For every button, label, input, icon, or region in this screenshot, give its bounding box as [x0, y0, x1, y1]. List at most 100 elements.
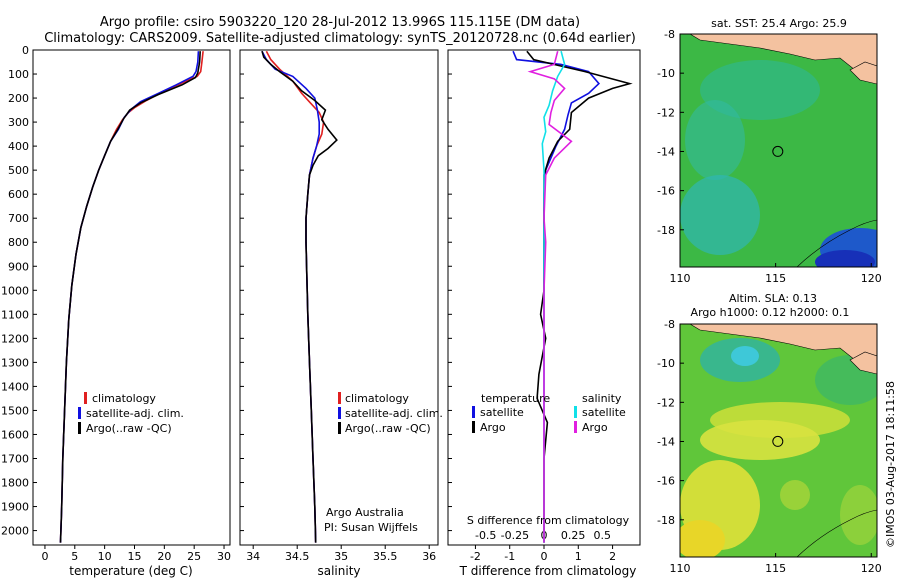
salinity-x-tick-label: 36 [422, 550, 436, 563]
argo-float-marker [772, 435, 784, 447]
sla-map-field [680, 324, 877, 557]
legend-label-temp-satellite: satellite [480, 406, 524, 419]
depth-tick-label: 200 [8, 92, 29, 105]
depth-tick-label: 1800 [1, 477, 29, 490]
temperature-plot-frame [32, 49, 231, 546]
map-x-tick-label: 115 [765, 562, 786, 575]
sst-map-field [680, 34, 877, 267]
map-y-tick-label: -18 [657, 514, 675, 527]
sla-map-frame [679, 323, 878, 558]
temperature-x-tick-label: 5 [71, 550, 78, 563]
legend-label-temp-argo: Argo [480, 421, 506, 434]
map-y-tick-label: -18 [657, 224, 675, 237]
temperature-x-tick-label: 25 [187, 550, 201, 563]
depth-tick-label: 1000 [1, 284, 29, 297]
difference-top-tick-label: 0.25 [561, 529, 586, 542]
legend-swatch-sal-satellite [574, 406, 577, 418]
depth-tick-label: 2000 [1, 525, 29, 538]
map-x-tick-label: 110 [670, 272, 691, 285]
salinity-series [261, 50, 338, 543]
difference-x-tick-label: 0 [541, 550, 548, 563]
legend-swatch-satellite [338, 407, 341, 419]
depth-tick-label: 900 [8, 260, 29, 273]
depth-tick-label: 1100 [1, 308, 29, 321]
salinity-x-tick-label: 35 [334, 550, 348, 563]
sla-map-subtitle: Argo h1000: 0.12 h2000: 0.1 [691, 306, 850, 319]
temperature-x-tick-label: 30 [217, 550, 231, 563]
temperature-legend: climatology satellite-adj. clim. Argo(..… [78, 392, 184, 435]
temperature-series [59, 51, 204, 543]
map-y-tick-label: -12 [657, 396, 675, 409]
sla-map-panel: Altim. SLA: 0.13 Argo h1000: 0.12 h2000:… [657, 292, 882, 575]
map-x-tick-label: 110 [670, 562, 691, 575]
difference-x-tick-label: -1 [504, 550, 515, 563]
legend-label-sal-argo: Argo [582, 421, 608, 434]
legend-label-argo: Argo(..raw -QC) [345, 422, 431, 435]
difference-x-tick-label: 1 [575, 550, 582, 563]
depth-tick-label: 0 [22, 44, 29, 57]
legend-label-satellite: satellite-adj. clim. [345, 407, 443, 420]
map-y-tick-label: -16 [657, 475, 675, 488]
imos-timestamp: ©IMOS 03-Aug-2017 18:11:58 [884, 381, 897, 548]
difference-x-axis: -2 -1 0 1 2-0.5 -0.25 0 0.25 0.5 [470, 529, 616, 563]
depth-tick-label: 1500 [1, 404, 29, 417]
legend-heading-salinity: salinity [582, 392, 622, 405]
depth-tick-label: 1900 [1, 501, 29, 514]
argo-float-marker [772, 145, 784, 157]
depth-tick-label: 1600 [1, 428, 29, 441]
legend-swatch-satellite [78, 407, 81, 419]
depth-tick-label: 800 [8, 236, 29, 249]
credit-argo-australia: Argo Australia [326, 506, 404, 519]
credit-pi-name: PI: Susan Wijffels [324, 521, 418, 534]
difference-line-temperature-argo [526, 50, 633, 543]
temperature-x-tick-label: 0 [41, 550, 48, 563]
salinity-legend: climatology satellite-adj. clim. Argo(..… [338, 392, 443, 435]
difference-line-salinity-argo [527, 51, 573, 543]
salinity-x-tick-label: 34 [246, 550, 260, 563]
map-y-tick-label: -14 [657, 435, 675, 448]
map-y-tick-label: -10 [657, 357, 675, 370]
difference-top-tick-label: -0.25 [501, 529, 529, 542]
difference-x-label: T difference from climatology [459, 564, 637, 578]
temperature-x-axis: 0 5 10 15 20 25 30 [41, 545, 231, 563]
legend-label-sal-satellite: satellite [582, 406, 626, 419]
salinity-panel: 34 34.5 35 35.5 36 salinity climatology sate… [239, 49, 443, 578]
sla-map-title: Altim. SLA: 0.13 [729, 292, 817, 305]
figure-subtitle: Climatology: CARS2009. Satellite-adjuste… [44, 31, 636, 46]
salinity-plot-frame [239, 49, 439, 546]
salinity-x-label: salinity [317, 564, 360, 578]
depth-tick-label: 500 [8, 164, 29, 177]
legend-swatch-temp-argo [472, 421, 475, 433]
difference-y-ticks [448, 49, 452, 532]
sla-map-axes: 110 115 120 -8 -10 -12 -14 -16 -18 [657, 318, 882, 575]
map-y-tick-label: -16 [657, 185, 675, 198]
salinity-y-ticks [240, 49, 244, 532]
depth-tick-label: 1700 [1, 452, 29, 465]
legend-label-satellite: satellite-adj. clim. [86, 407, 184, 420]
legend-swatch-climatology [338, 392, 341, 404]
depth-tick-label: 1300 [1, 356, 29, 369]
map-y-tick-label: -14 [657, 145, 675, 158]
depth-tick-label: 600 [8, 188, 29, 201]
sst-map-title: sat. SST: 25.4 Argo: 25.9 [711, 17, 847, 30]
sst-map-frame [679, 33, 878, 268]
temperature-panel: 0100200300400500600700800900100011001200… [1, 44, 231, 578]
legend-label-argo: Argo(..raw -QC) [86, 422, 172, 435]
legend-heading-temperature: temperature [481, 392, 550, 405]
legend-swatch-temp-satellite [472, 406, 475, 418]
map-y-tick-label: -8 [664, 28, 675, 41]
depth-tick-label: 100 [8, 68, 29, 81]
difference-series [512, 50, 633, 543]
depth-axis: 0 100 200 300 400 500 600 700 800 900 1000 1100 1200… [1, 44, 37, 538]
legend-label-climatology: climatology [345, 392, 409, 405]
salinity-x-axis: 34 34.5 35 35.5 36 [246, 545, 436, 563]
map-y-tick-label: -10 [657, 67, 675, 80]
legend-swatch-argo [78, 422, 81, 434]
depth-tick-label: 1200 [1, 332, 29, 345]
map-x-tick-label: 120 [861, 272, 882, 285]
depth-tick-label: 1400 [1, 380, 29, 393]
map-x-tick-label: 115 [765, 272, 786, 285]
difference-top-tick-label: 0.5 [594, 529, 612, 542]
difference-x-tick-label: 2 [609, 550, 616, 563]
